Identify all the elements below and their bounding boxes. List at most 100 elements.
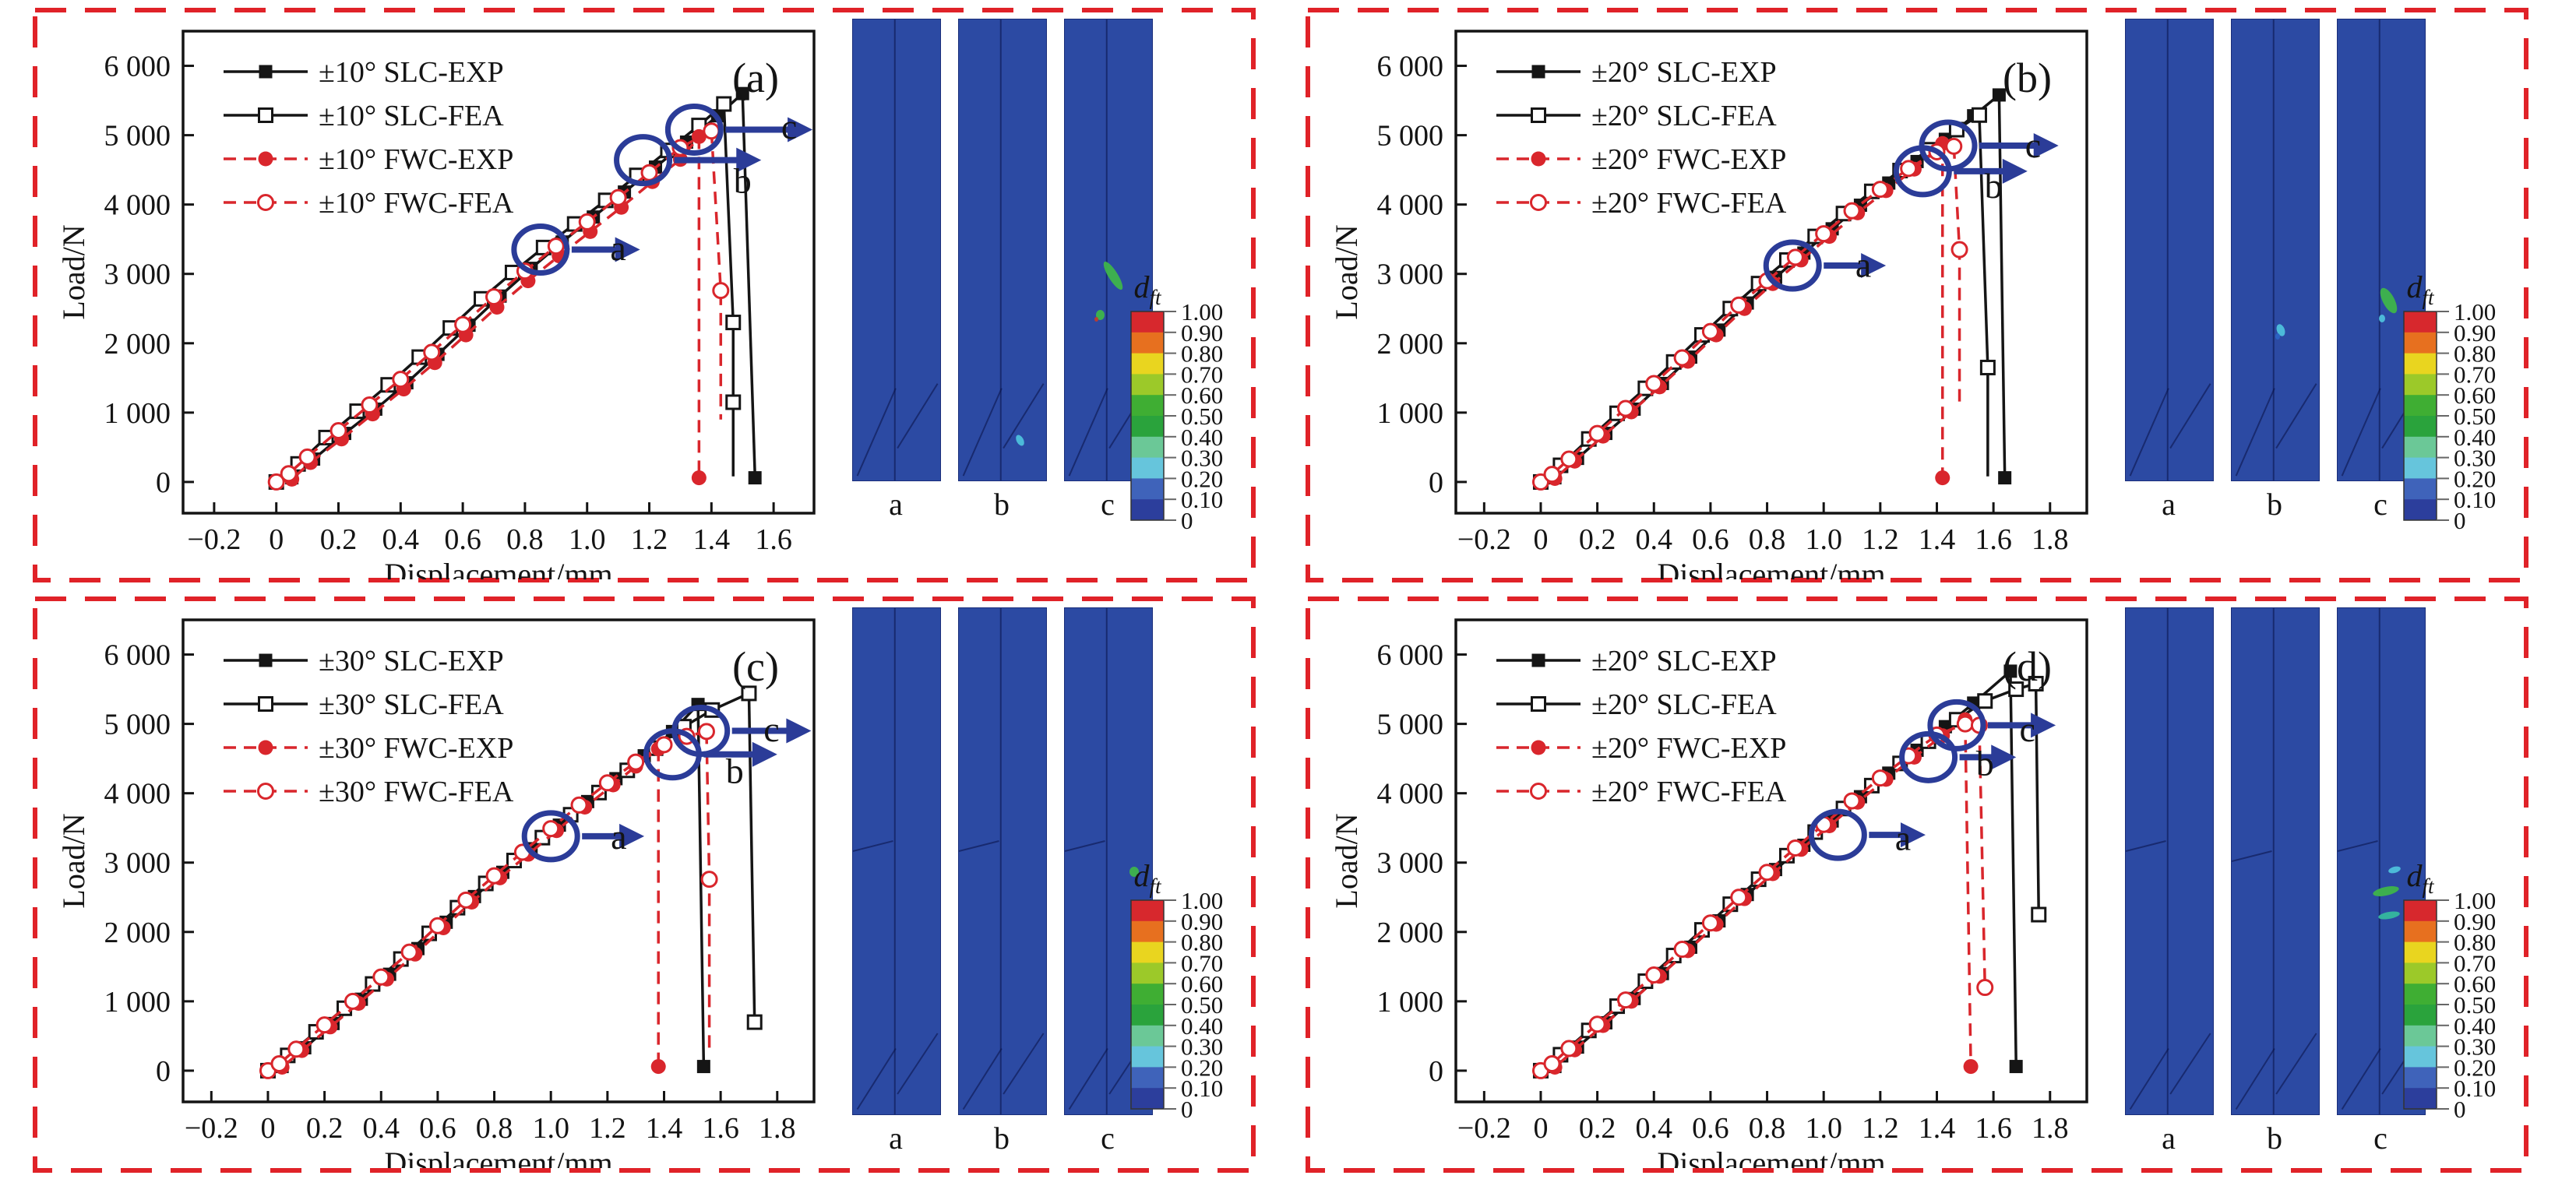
series-marker <box>542 820 560 838</box>
strip-label-a: a <box>2162 487 2176 522</box>
strip-crack-line <box>2276 1033 2317 1094</box>
legend-label: ±20° FWC-FEA <box>1591 187 1787 220</box>
colorbar-segment <box>1131 499 1164 521</box>
series-marker <box>361 396 379 414</box>
strip-scratch-lines <box>2232 19 2319 480</box>
panel-letter-a: (a) <box>732 55 779 101</box>
plot-frame-a <box>181 30 816 515</box>
annotation-circle-a <box>511 223 570 276</box>
annotation-arrow-head <box>1861 253 1887 279</box>
colorbar-tick-label: 0.80 <box>1181 340 1223 368</box>
annotation-arrow-head <box>615 237 640 262</box>
colorbar-tick-label: 0.20 <box>2454 465 2496 492</box>
colorbar-tick-label: 0.70 <box>1181 949 1223 977</box>
strip-label-c: c <box>1101 1121 1115 1156</box>
colorbar-segment <box>2404 920 2437 943</box>
x-tick-label: 0.8 <box>506 523 544 556</box>
damage-contour-strip-b <box>2231 19 2320 481</box>
colorbar-tick-label: 0.60 <box>2454 382 2496 409</box>
x-tick-label: 0.6 <box>419 1112 456 1145</box>
colorbar-tick-label: 0.20 <box>2454 1054 2496 1081</box>
annotation-circle-c <box>1919 119 1978 172</box>
annotation-circle-c <box>1927 699 1986 751</box>
series-marker <box>1843 202 1861 220</box>
annotation-letter-c: c <box>2020 709 2035 749</box>
colorbar-tick-label: 0.50 <box>2454 403 2496 430</box>
x-tick-label: 1.6 <box>1975 523 2012 556</box>
series-marker <box>1588 424 1606 442</box>
series-marker <box>691 128 707 144</box>
y-tick-label: 4 000 <box>104 778 171 811</box>
colorbar-segment <box>2404 457 2437 479</box>
colorbar-tick-label: 0.50 <box>1181 991 1223 1019</box>
legend-sample-marker <box>1531 653 1545 667</box>
series-marker <box>485 867 503 885</box>
series-marker <box>280 465 298 483</box>
x-tick-label: −0.2 <box>185 1112 238 1145</box>
series-marker <box>547 238 565 255</box>
legend-sample-marker <box>1531 696 1546 712</box>
series-marker <box>1560 450 1578 468</box>
series-drop-0 <box>2009 670 2017 1065</box>
annotation-arrow-head <box>2002 158 2028 184</box>
damage-contour-strip-b <box>2231 607 2320 1115</box>
x-tick-label: −0.2 <box>1457 523 1511 556</box>
colorbar-tick-label: 0.90 <box>1181 319 1223 347</box>
x-tick-label: 0.2 <box>1579 523 1616 556</box>
plot-frame-c <box>181 618 816 1103</box>
strip-scratch-lines <box>853 608 940 1114</box>
legend-label: ±20° FWC-EXP <box>1591 732 1786 765</box>
series-marker <box>627 753 645 771</box>
y-tick-label: 2 000 <box>1377 328 1444 361</box>
x-tick-label: 0 <box>1533 1112 1548 1145</box>
x-tick-label: 0.4 <box>1636 1112 1673 1145</box>
y-tick-label: 2 000 <box>1377 917 1444 949</box>
strip-crack-line <box>2342 1049 2380 1110</box>
dashed-border-rect <box>33 596 1256 1173</box>
strip-label-a: a <box>889 487 903 522</box>
strip-crack-line <box>2130 389 2169 476</box>
series-marker <box>741 685 757 702</box>
series-marker <box>1963 1059 1979 1075</box>
strip-crack-line <box>2126 841 2166 851</box>
colorbar-tick-label: 0.40 <box>2454 424 2496 451</box>
load-displacement-chart-c: 0 1 000 2 000 3 000 4 000 5 000 6 000 −0.2 0 0.2 0… <box>56 618 816 1168</box>
dashed-border-rect <box>1306 596 2528 1173</box>
annotation-letter-a: a <box>611 817 626 857</box>
colorbar-tick-label: 0.30 <box>2454 445 2496 472</box>
colorbar-tick-label: 0.50 <box>1181 403 1223 430</box>
colorbar-tick-label: 0.10 <box>2454 1075 2496 1102</box>
x-tick-label: 0.2 <box>1579 1112 1616 1145</box>
annotation-letter-b: b <box>1976 744 1994 783</box>
damage-spot <box>2275 333 2280 340</box>
colorbar-segment <box>2404 353 2437 375</box>
colorbar-segment <box>2404 311 2437 333</box>
y-tick-label: 1 000 <box>1377 986 1444 1019</box>
colorbar-segment <box>1131 920 1164 943</box>
strip-crack-line <box>2236 1049 2275 1110</box>
series-marker <box>400 943 418 961</box>
y-axis-title: Load/N <box>56 224 91 319</box>
strip-crack-line <box>1003 1033 1044 1094</box>
series-marker <box>2009 1060 2023 1074</box>
colorbar-segment <box>1131 353 1164 375</box>
series-marker <box>609 188 627 206</box>
series-marker <box>485 288 503 306</box>
series-marker <box>329 422 347 440</box>
series-marker <box>725 315 742 331</box>
colorbar-tick-label: 0.80 <box>2454 340 2496 368</box>
damage-spot <box>2378 314 2385 322</box>
series-marker <box>1871 769 1889 787</box>
series-marker <box>1645 375 1663 392</box>
series-marker <box>1786 839 1804 857</box>
series-marker <box>457 891 475 909</box>
series-marker <box>287 1040 305 1058</box>
colorbar-segment <box>2404 416 2437 438</box>
series-marker <box>428 917 446 934</box>
colorbar-title: dft <box>2406 861 2435 898</box>
colorbar-segment <box>2404 1005 2437 1026</box>
x-tick-label: −0.2 <box>1457 1112 1511 1145</box>
legend-sample-marker <box>1531 107 1546 123</box>
panel-dashed-border <box>33 8 1256 582</box>
